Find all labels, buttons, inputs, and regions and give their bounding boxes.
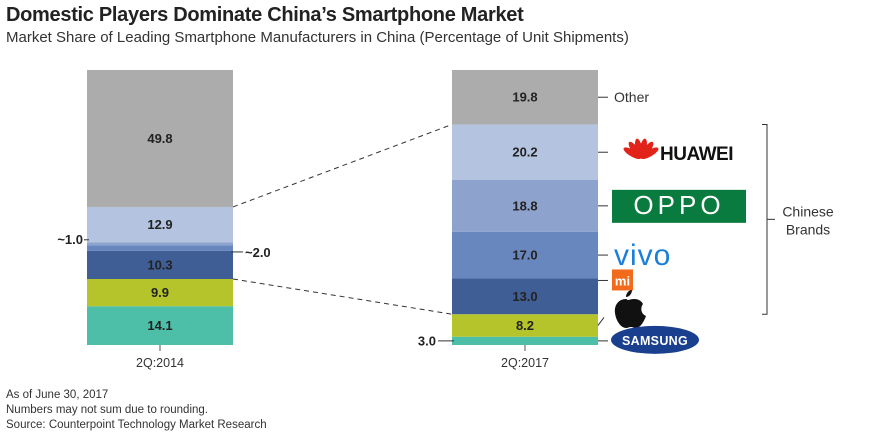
bar-apple-2q-2017 — [452, 314, 598, 337]
oppo-logo — [612, 189, 746, 223]
note-rounding: Numbers may not sum due to rounding. — [6, 404, 208, 416]
bar-oppo-2q-2014 — [87, 242, 233, 246]
oppo-logo-text: OPPO — [633, 190, 724, 220]
bar-xiaomi-2q-2014 — [87, 250, 233, 279]
bar-samsung-2q-2017 — [452, 336, 598, 345]
bar-huawei-2q-2014 — [87, 206, 233, 243]
huawei-logo-text: HUAWEI — [660, 144, 733, 165]
bar-other-2q-2017 — [452, 70, 598, 125]
value-label-huawei-2q-2017: 20.2 — [512, 145, 537, 160]
value-label-oppo-2q-2014: ~1.0 — [57, 232, 83, 247]
chinese-brands-label-line1: Chinese — [782, 203, 834, 219]
chinese-brands-bracket — [762, 123, 768, 315]
category-label-2q-2017: 2Q:2017 — [501, 356, 549, 370]
category-label-2q-2014: 2Q:2014 — [136, 356, 184, 370]
bar-xiaomi-2q-2017 — [452, 278, 598, 315]
value-label-other-2q-2014: 49.8 — [147, 131, 172, 146]
chart-notes: As of June 30, 2017 Numbers may not sum … — [6, 388, 267, 433]
value-label-oppo-2q-2017: 18.8 — [512, 198, 537, 213]
value-label-xiaomi-2q-2017: 13.0 — [512, 289, 537, 304]
value-label-vivo-2q-2017: 17.0 — [512, 248, 537, 263]
bar-other-2q-2014 — [87, 70, 233, 207]
value-label-apple-2q-2017: 8.2 — [516, 318, 534, 333]
legend-label-other: Other — [614, 89, 649, 105]
value-label-apple-2q-2014: 9.9 — [151, 285, 169, 300]
note-source: Source: Counterpoint Technology Market R… — [6, 419, 267, 431]
xiaomi-logo-text: mi — [615, 273, 630, 288]
samsung-logo — [611, 325, 699, 354]
vivo-logo: vivo — [614, 239, 671, 272]
value-label-samsung-2q-2014: 14.1 — [147, 318, 172, 333]
value-label-vivo-2q-2014: ~2.0 — [245, 245, 271, 260]
samsung-logo-text: SAMSUNG — [622, 334, 688, 348]
connector-lower — [232, 278, 453, 315]
stacked-bar-chart: 14.1 9.9 10.3 ~2.0 ~1.0 12.9 49.8 3.0 8.2 13.0 17.… — [57, 70, 834, 370]
value-label-samsung-2q-2017: 3.0 — [418, 333, 436, 348]
bar-vivo-2q-2014 — [87, 245, 233, 251]
bar-apple-2q-2014 — [87, 279, 233, 307]
xiaomi-logo — [612, 269, 633, 291]
connector-upper — [232, 123, 453, 208]
chinese-brands-label-line2: Brands — [786, 221, 830, 237]
huawei-logo-petal-6 — [640, 147, 659, 160]
bar-huawei-2q-2017 — [452, 124, 598, 180]
chart-subtitle: Market Share of Leading Smartphone Manuf… — [6, 29, 629, 46]
apple-logo — [614, 290, 646, 328]
bar-vivo-2q-2017 — [452, 231, 598, 279]
value-label-other-2q-2017: 19.8 — [512, 90, 537, 105]
legend-tick-apple — [597, 317, 605, 326]
bar-oppo-2q-2017 — [452, 180, 598, 232]
value-label-huawei-2q-2014: 12.9 — [147, 217, 172, 232]
bar-samsung-2q-2014 — [87, 306, 233, 345]
note-date: As of June 30, 2017 — [6, 389, 109, 401]
value-label-xiaomi-2q-2014: 10.3 — [147, 257, 172, 272]
chart-title: Domestic Players Dominate China’s Smartp… — [6, 4, 524, 26]
